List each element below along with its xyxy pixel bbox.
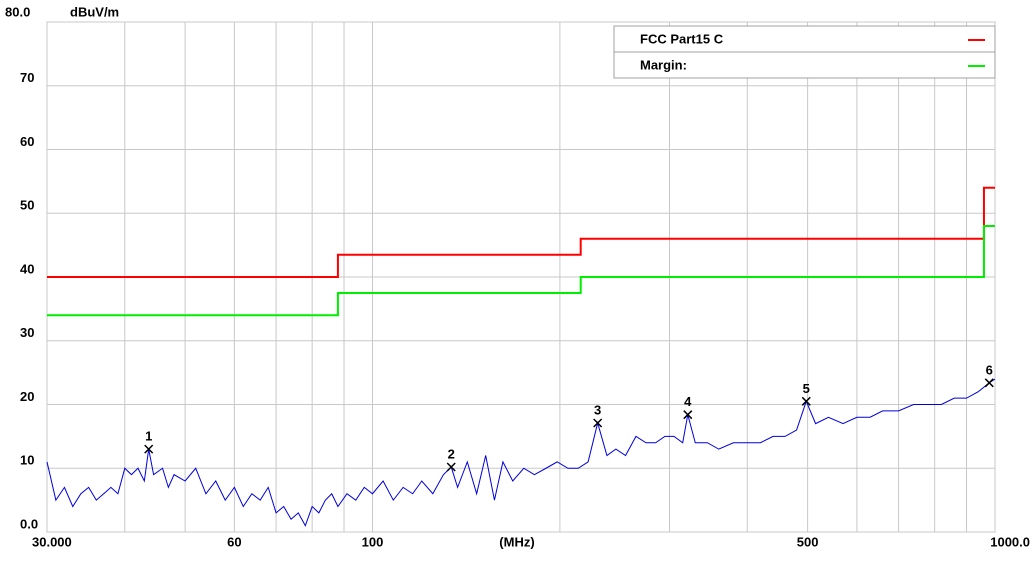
marker: 3 <box>593 402 603 428</box>
y-tick-label: 50 <box>20 198 34 213</box>
marker-label: 3 <box>594 402 601 417</box>
marker: 1 <box>144 429 154 454</box>
marker-label: 5 <box>803 381 810 396</box>
marker-label: 2 <box>448 446 455 461</box>
x-tick-label: 60 <box>227 534 241 549</box>
marker-cross <box>801 396 811 406</box>
y-tick-label: 40 <box>20 261 34 276</box>
marker-label: 6 <box>986 362 993 377</box>
y-axis-label: dBuV/m <box>70 4 119 19</box>
marker-cross <box>144 444 154 454</box>
marker-label: 4 <box>684 394 692 409</box>
marker: 4 <box>683 394 693 420</box>
y-tick-label: 70 <box>20 70 34 85</box>
limit-line <box>47 225 995 317</box>
legend-label: Margin: <box>640 57 687 72</box>
limit-line <box>47 186 995 278</box>
marker: 2 <box>446 446 456 472</box>
y-tick-label: 80.0 <box>5 4 30 19</box>
marker-label: 1 <box>145 429 152 444</box>
marker-cross <box>446 462 456 472</box>
y-tick-label: 60 <box>20 134 34 149</box>
y-tick-label: 30 <box>20 325 34 340</box>
legend-label: FCC Part15 C <box>640 31 724 46</box>
marker-cross <box>683 410 693 420</box>
marker-cross <box>984 378 994 388</box>
y-tick-label: 0.0 <box>20 516 38 531</box>
x-tick-label: 500 <box>797 534 819 549</box>
x-tick-label: 100 <box>362 534 384 549</box>
marks: 1 2 3 4 5 6 <box>46 186 996 527</box>
y-tick-label: 20 <box>20 389 34 404</box>
x-tick-label: 1000.0 <box>990 534 1030 549</box>
x-axis-label: (MHz) <box>499 534 534 549</box>
x-tick-label: 30.000 <box>32 534 72 549</box>
marker: 5 <box>801 381 811 406</box>
y-tick-label: 10 <box>20 453 34 468</box>
marker-cross <box>593 418 603 428</box>
marker: 6 <box>984 362 994 388</box>
